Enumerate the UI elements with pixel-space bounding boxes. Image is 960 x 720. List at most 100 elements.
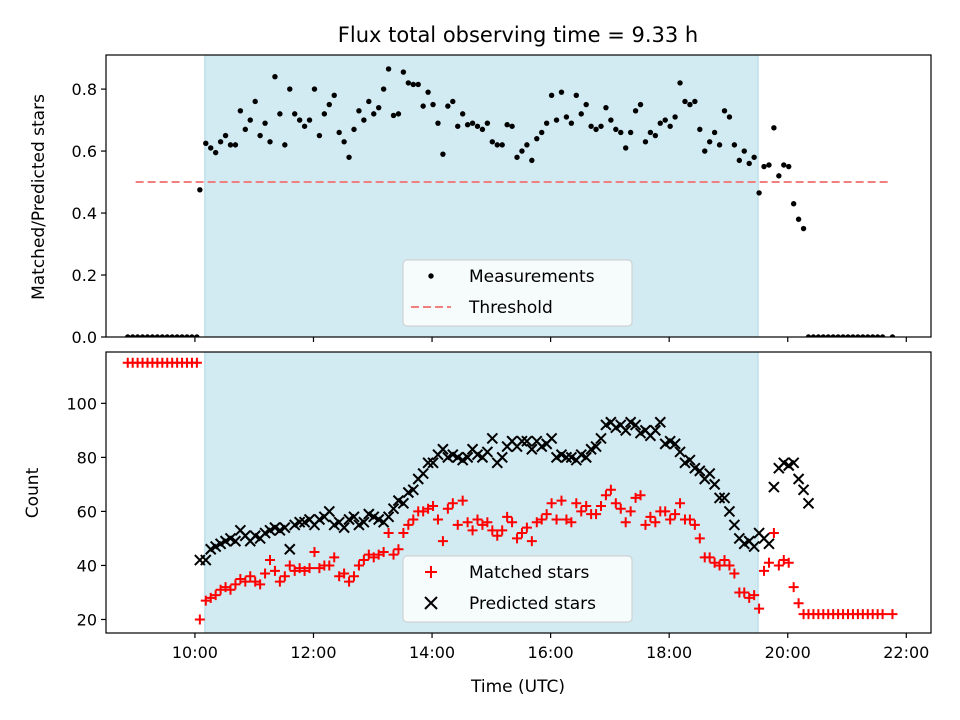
data-point xyxy=(650,517,661,528)
y-tick-label: 0.2 xyxy=(72,266,97,285)
y-tick-label: 0.6 xyxy=(72,142,97,161)
data-point xyxy=(472,514,483,525)
data-point xyxy=(716,142,723,148)
data-point xyxy=(442,503,453,514)
data-point xyxy=(694,465,706,477)
legend-label: Predicted stars xyxy=(469,594,596,614)
data-point xyxy=(667,123,673,129)
data-point xyxy=(229,535,242,547)
data-point xyxy=(619,424,632,437)
data-point xyxy=(790,201,797,207)
data-point xyxy=(830,334,836,337)
data-point xyxy=(543,120,550,126)
data-point xyxy=(326,101,332,108)
data-point xyxy=(583,101,589,108)
data-point xyxy=(657,120,663,126)
data-point xyxy=(835,334,841,337)
data-point xyxy=(407,484,419,496)
data-point xyxy=(761,163,767,170)
data-point xyxy=(321,111,328,117)
data-point xyxy=(212,149,219,156)
data-point xyxy=(629,419,642,431)
x-tick-label: 18:00 xyxy=(646,643,692,662)
data-point xyxy=(516,435,528,447)
data-point xyxy=(296,117,303,123)
data-point xyxy=(771,125,777,131)
data-point xyxy=(756,190,762,196)
data-point xyxy=(578,111,584,117)
data-point xyxy=(860,334,866,337)
data-point xyxy=(489,139,496,145)
data-point xyxy=(139,334,146,337)
data-point xyxy=(879,334,886,337)
data-point xyxy=(492,530,503,541)
data-point xyxy=(675,498,686,509)
data-point xyxy=(390,112,397,119)
data-point xyxy=(210,590,221,601)
data-point xyxy=(194,334,200,337)
data-point xyxy=(469,120,476,126)
y-tick-label: 40 xyxy=(77,556,97,575)
data-point xyxy=(225,584,236,595)
data-point xyxy=(378,546,389,557)
data-point xyxy=(714,560,725,571)
data-point xyxy=(632,108,639,114)
y-tick-label: 100 xyxy=(66,394,97,413)
data-point xyxy=(191,357,202,368)
data-point xyxy=(200,554,212,566)
data-point xyxy=(556,495,567,506)
data-point xyxy=(306,117,313,123)
data-point xyxy=(596,501,606,512)
data-point xyxy=(358,516,370,528)
data-point xyxy=(563,114,570,120)
data-point xyxy=(763,538,775,550)
data-point xyxy=(346,154,352,160)
data-point xyxy=(548,92,555,98)
data-point xyxy=(566,517,577,528)
data-point xyxy=(815,334,822,337)
data-point xyxy=(481,446,494,458)
data-point xyxy=(279,571,290,582)
data-point xyxy=(380,86,387,92)
data-point xyxy=(723,505,736,518)
data-point xyxy=(795,216,802,222)
data-point xyxy=(440,151,446,157)
data-point xyxy=(558,89,565,95)
data-point xyxy=(353,560,364,571)
data-point xyxy=(797,484,810,496)
data-point xyxy=(516,528,527,539)
data-point xyxy=(403,519,414,530)
data-point xyxy=(590,440,602,453)
data-point xyxy=(230,579,241,590)
data-point xyxy=(507,517,518,528)
data-point xyxy=(598,123,604,129)
data-point xyxy=(242,126,249,133)
data-point xyxy=(802,497,815,510)
data-point xyxy=(684,514,695,525)
data-point xyxy=(768,481,780,493)
data-point xyxy=(247,117,253,123)
data-point xyxy=(344,576,355,587)
data-point xyxy=(452,519,463,530)
data-point xyxy=(387,503,400,515)
data-point xyxy=(393,544,404,555)
series-predicted-stars xyxy=(194,416,815,566)
data-point xyxy=(257,132,263,139)
data-point xyxy=(600,490,611,501)
data-point xyxy=(479,126,486,133)
data-point xyxy=(751,154,757,160)
data-point xyxy=(496,451,508,464)
data-point xyxy=(282,142,288,148)
data-point xyxy=(284,543,296,555)
data-point xyxy=(642,139,649,145)
data-point xyxy=(292,111,298,117)
data-point xyxy=(553,117,560,123)
data-point xyxy=(509,123,515,129)
data-point xyxy=(560,451,573,464)
data-point xyxy=(455,123,461,129)
data-point xyxy=(754,603,765,614)
data-point xyxy=(524,142,530,148)
data-point xyxy=(670,509,681,520)
data-point xyxy=(512,533,523,544)
data-point xyxy=(262,120,268,126)
